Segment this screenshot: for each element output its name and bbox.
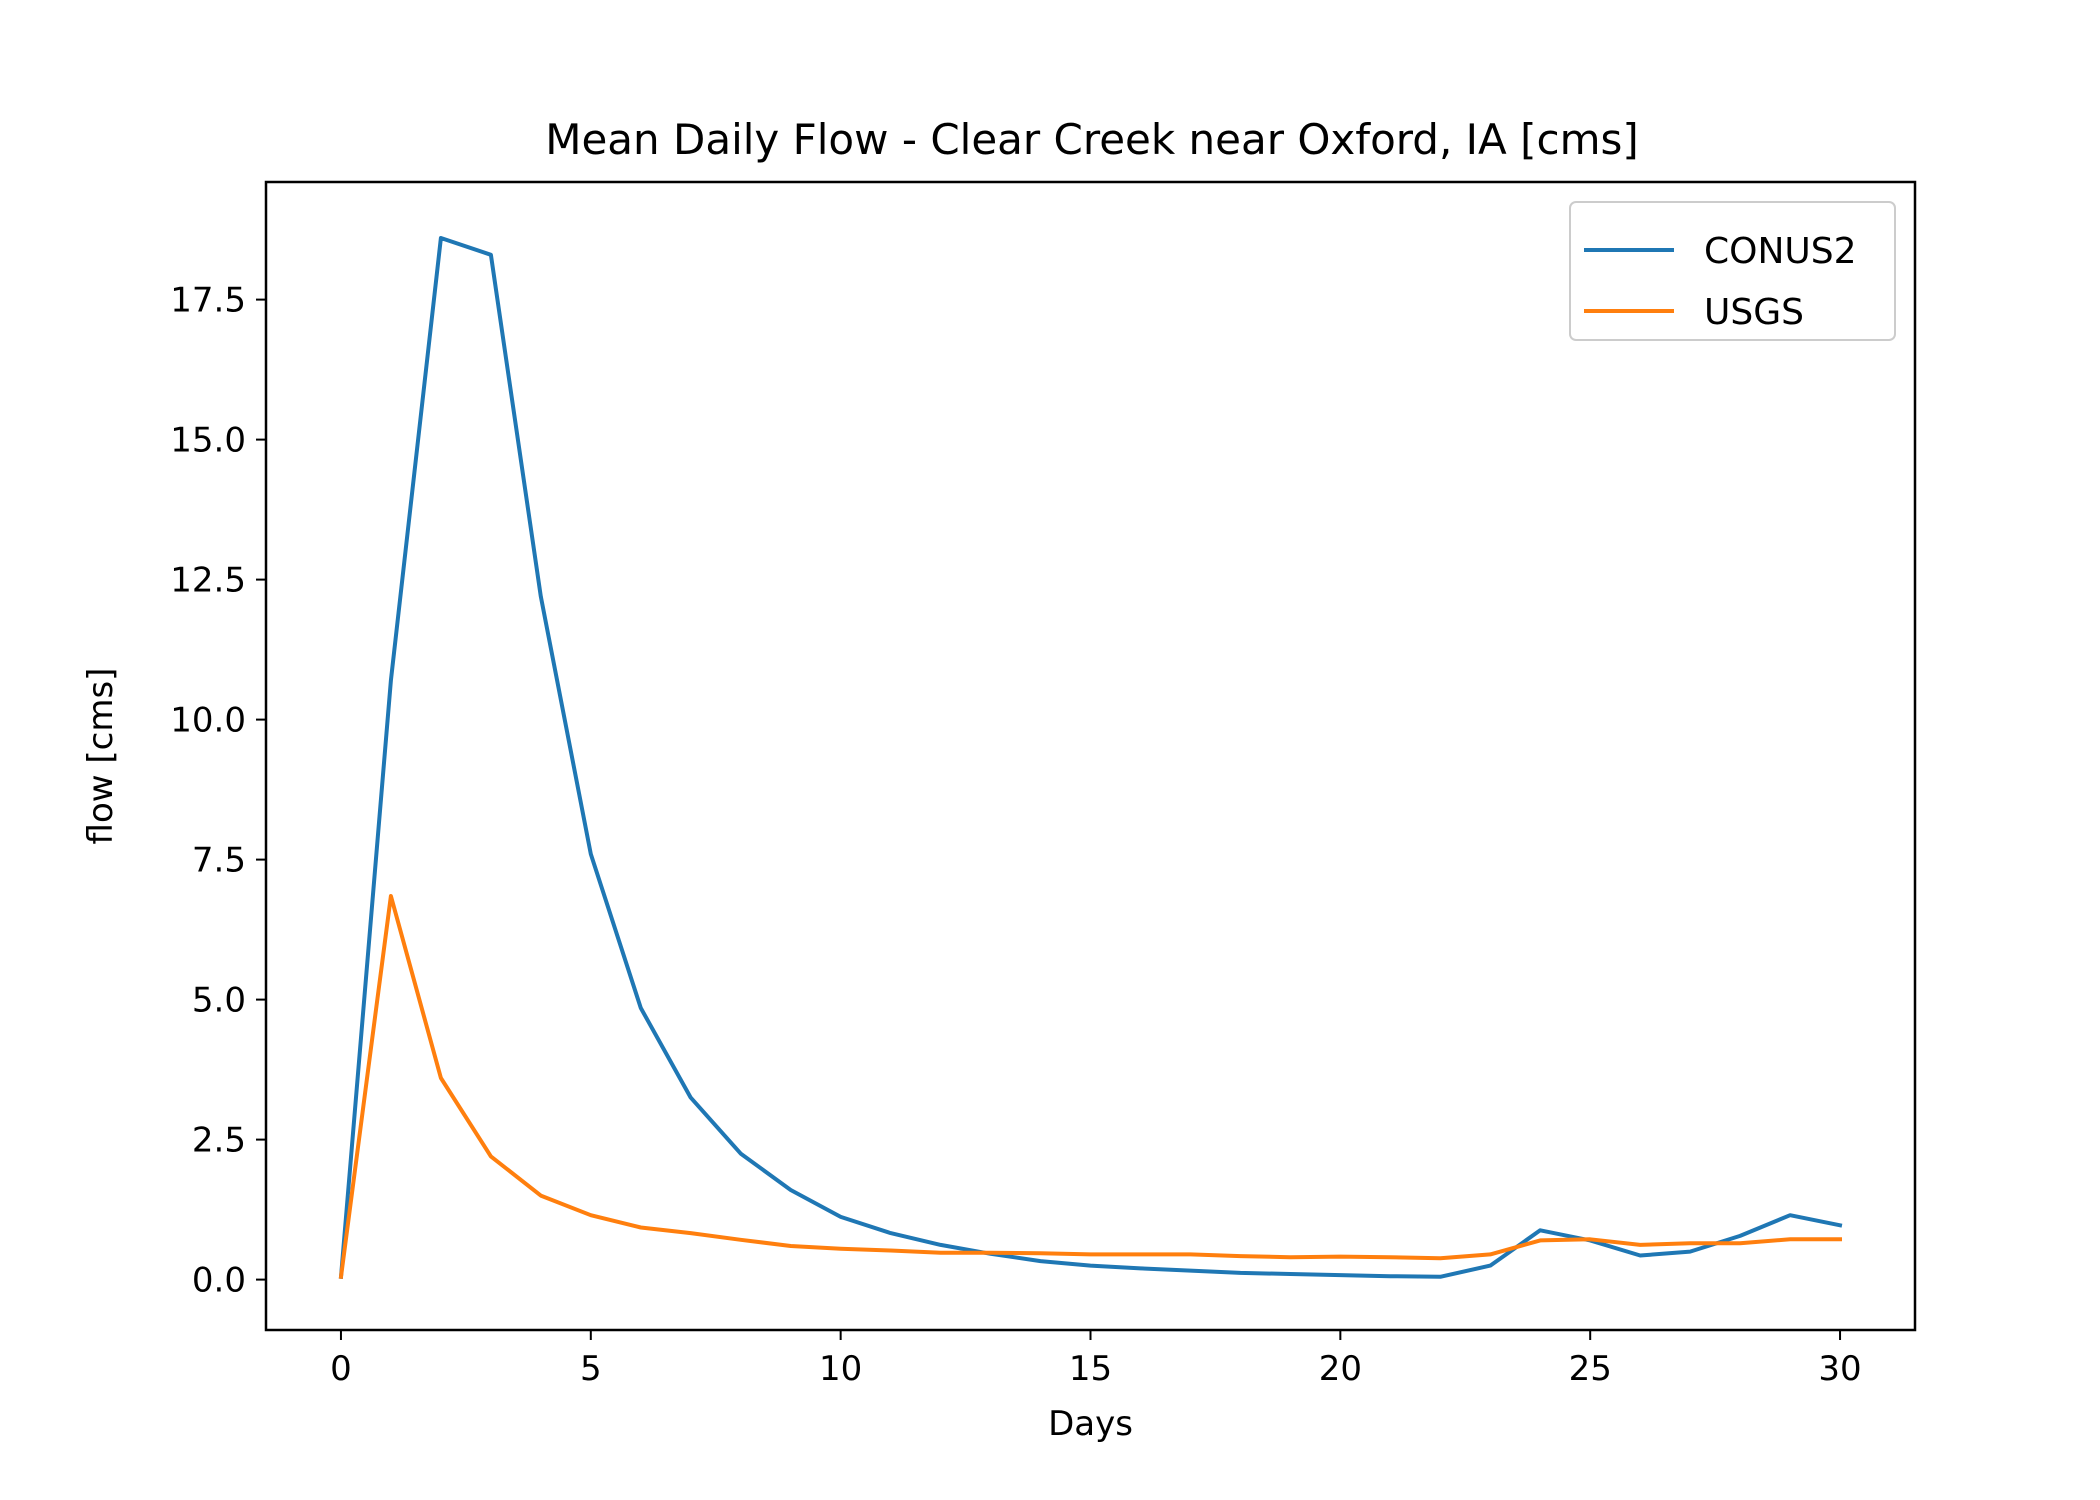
legend-label: USGS [1704, 292, 1804, 333]
y-tick-label: 5.0 [192, 981, 246, 1021]
x-tick-label: 30 [1818, 1349, 1861, 1389]
x-tick-label: 15 [1069, 1349, 1112, 1389]
chart-title: Mean Daily Flow - Clear Creek near Oxfor… [545, 115, 1639, 164]
x-tick-label: 0 [330, 1349, 352, 1389]
y-tick-label: 10.0 [170, 701, 246, 741]
series-line-usgs [338, 894, 1842, 1280]
x-axis-title: Days [1048, 1404, 1133, 1444]
x-axis: 0 5 10 15 20 25 30 [330, 1330, 1862, 1389]
series-layer [338, 236, 1843, 1280]
y-axis-title: flow [cms] [81, 668, 121, 845]
legend-label: CONUS2 [1704, 231, 1857, 272]
x-tick-label: 25 [1569, 1349, 1612, 1389]
y-tick-label: 2.5 [192, 1121, 246, 1161]
legend: CONUS2 USGS [1569, 201, 1896, 341]
y-tick-label: 12.5 [170, 561, 246, 601]
x-tick-label: 10 [819, 1349, 862, 1389]
x-tick-label: 5 [580, 1349, 602, 1389]
y-tick-label: 7.5 [192, 841, 246, 881]
y-axis: 0.0 2.5 5.0 7.5 10.0 12.5 15.0 17.5 [170, 281, 266, 1301]
y-tick-label: 15.0 [170, 421, 246, 461]
y-tick-label: 17.5 [170, 281, 246, 321]
y-tick-label: 0.0 [192, 1261, 246, 1301]
x-tick-label: 20 [1319, 1349, 1362, 1389]
legend-box [1569, 201, 1896, 341]
